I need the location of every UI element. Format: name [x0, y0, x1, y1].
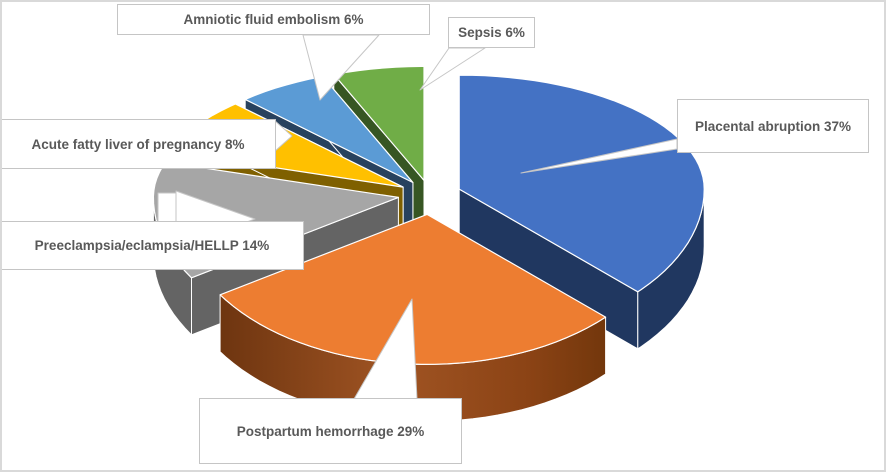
callout-label-amniotic: Amniotic fluid embolism 6% [183, 12, 364, 27]
callout-label-preeclampsia: Preeclampsia/eclampsia/HELLP 14% [34, 238, 270, 253]
callout-acute-fatty-liver[interactable]: Acute fatty liver of pregnancy 8% [2, 119, 276, 169]
callout-preeclampsia-eclampsia-hellp[interactable]: Preeclampsia/eclampsia/HELLP 14% [2, 221, 304, 270]
callout-label-acute: Acute fatty liver of pregnancy 8% [31, 136, 245, 152]
leader-sepsis [419, 47, 486, 91]
callout-amniotic-fluid-embolism[interactable]: Amniotic fluid embolism 6% [117, 4, 430, 35]
callout-postpartum-hemorrhage[interactable]: Postpartum hemorrhage 29% [199, 398, 462, 464]
leader-amniotic-fluid-embolism [302, 34, 380, 101]
callout-placental-abruption[interactable]: Placental abruption 37% [677, 99, 869, 153]
leader-preeclampsia-body [157, 192, 179, 224]
callout-label-sepsis: Sepsis 6% [458, 25, 525, 40]
callout-label-postpartum: Postpartum hemorrhage 29% [236, 423, 425, 439]
callout-sepsis[interactable]: Sepsis 6% [448, 17, 535, 48]
callout-label-placental: Placental abruption 37% [694, 118, 852, 134]
